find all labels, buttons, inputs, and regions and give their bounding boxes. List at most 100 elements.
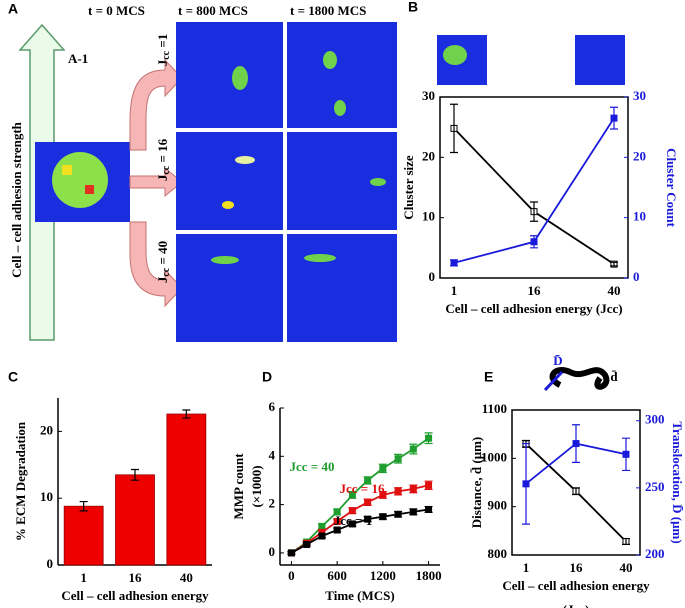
error-bar [302,542,311,547]
y2-tick-label: 300 [645,412,665,427]
cell-cluster [52,152,108,208]
error-bar [79,500,88,512]
error-bar [378,490,387,499]
time-label: t = 0 MCS [88,3,145,18]
y-tick-label: 0 [47,556,54,571]
y-tick-label: 900 [488,498,508,513]
error-bar [333,518,342,525]
image-grid [176,22,397,342]
y2-axis-label: Translocation, D̄ (μm) [670,421,685,543]
y2-tick-label: 10 [633,209,646,224]
plot-frame [439,96,629,279]
error-bar [131,468,139,481]
x-tick-label: 40 [608,283,621,298]
sim-image [176,22,283,128]
x-tick-label: 0 [288,568,295,583]
error-bar [378,513,387,520]
panel-label: E [484,369,493,385]
error-bar [394,511,403,518]
cluster [222,201,234,209]
x-tick-label: 1 [451,283,458,298]
y-tick-label: 4 [269,447,276,462]
inset-label: A-1 [68,51,88,66]
y-tick-label: 1000 [481,449,507,464]
x-tick-label: 40 [620,560,633,575]
series-line [290,437,430,554]
error-bar [378,463,387,474]
cluster [304,254,336,262]
thumbnail [575,35,625,85]
error-bar [317,523,326,530]
series-label: Jcc = 16 [340,481,385,496]
error-bar [348,507,357,515]
series-line [290,508,429,554]
series-label: D̄ [553,353,562,368]
cell [85,185,94,194]
error-bar [363,516,372,523]
x-tick-label: 40 [180,570,193,585]
y-axis-label: (×1000) [249,465,264,507]
panel-a: A t = 0 MCS t = 800 MCS t = 1800 MCS Cel… [8,1,397,342]
error-bar [424,505,433,513]
row-labels: Jcc =1 Jcc = 16 Jcc = 40 [155,34,172,283]
bar [115,474,155,566]
error-bar [333,508,342,516]
cluster [211,256,239,264]
error-bar [610,106,618,130]
y2-tick-label: 200 [645,546,665,561]
time-label: t = 1800 MCS [290,3,366,18]
x-axis-label: Time (MCS) [325,588,394,603]
y2-axis-label: Cluster Count [664,148,679,228]
cluster [334,100,346,116]
error-bar [287,551,296,555]
y-tick-label: 10 [40,489,53,504]
arrow-label: Cell – cell adhesion strength [9,121,24,278]
error-bar [348,521,357,527]
series-line [290,484,429,554]
error-bar [409,443,418,455]
x-axis-label: Cell – cell adhesion energy [502,578,650,593]
y-axis-label: % ECM Degradation [13,421,28,541]
bar [166,413,207,566]
cluster [232,66,248,90]
row-label: Jcc =1 [155,34,172,67]
legend-icon [543,370,564,392]
y-tick-label: 6 [269,399,276,414]
x-axis-label: Cell – cell adhesion energy (Jcc) [445,301,622,316]
row-label: Jcc = 16 [155,138,172,181]
row-label: Jcc = 40 [155,241,172,283]
sim-image [176,132,283,230]
y-tick-label: 2 [269,496,276,511]
y-tick-label: 20 [40,422,53,437]
error-bar [409,508,418,516]
error-bar [572,487,580,496]
x-tick-label: 1 [80,570,87,585]
bar [63,505,104,566]
time-label: t = 800 MCS [178,3,248,18]
cluster [443,45,467,65]
y-axis-label: Cluster size [401,155,416,220]
x-axis-label: (Jcc) [563,602,590,608]
plot-frame [511,409,641,556]
y-tick-label: 800 [488,546,508,561]
y2-tick-label: 30 [633,88,646,103]
error-bar [530,201,538,222]
x-tick-label: 1 [523,560,530,575]
legend-icon [549,367,610,390]
error-bar [450,103,458,154]
error-bar [363,476,372,485]
error-bar [572,424,580,463]
error-bar [450,259,458,267]
x-axis-label: Cell – cell adhesion energy [61,588,209,603]
y-tick-label: 0 [269,544,276,559]
error-bar [424,480,433,490]
panel-label: C [8,369,18,385]
error-bar [394,487,403,496]
y-tick-label: 20 [422,148,435,163]
error-bar [622,537,630,545]
cell [62,165,72,175]
y2-tick-label: 250 [645,479,665,494]
y-tick-label: 10 [422,209,435,224]
y-tick-label: 0 [429,269,436,284]
